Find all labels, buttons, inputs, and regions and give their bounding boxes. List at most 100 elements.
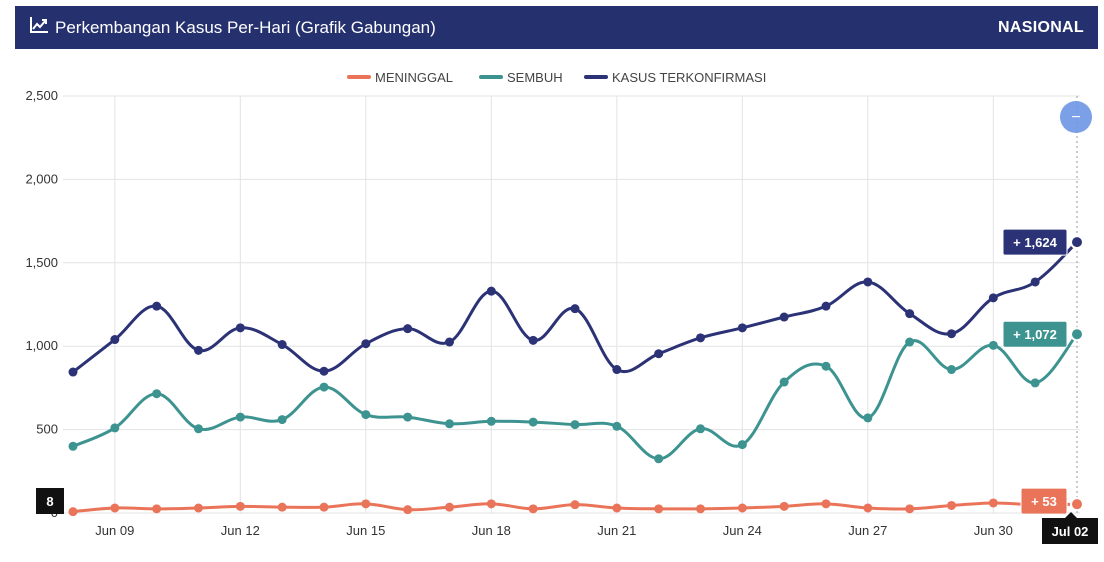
x-crosshair-label: Jul 02	[1042, 512, 1098, 544]
data-point[interactable]	[277, 415, 287, 425]
data-point[interactable]	[1030, 277, 1040, 287]
x-crosshair-text: Jul 02	[1052, 524, 1089, 539]
data-point[interactable]	[235, 501, 245, 511]
data-point[interactable]	[486, 416, 496, 426]
data-point[interactable]	[1070, 235, 1084, 250]
data-point[interactable]	[445, 337, 454, 347]
data-point[interactable]	[68, 441, 78, 451]
data-point[interactable]	[361, 499, 371, 509]
tooltip-text: + 1,624	[1013, 235, 1058, 250]
data-point[interactable]	[445, 419, 454, 429]
x-tick-label: Jun 18	[472, 523, 511, 538]
data-point[interactable]	[821, 361, 831, 371]
scope-label[interactable]: NASIONAL	[998, 18, 1084, 36]
data-point[interactable]	[194, 424, 203, 434]
data-point[interactable]	[737, 323, 747, 333]
data-point[interactable]	[570, 304, 580, 314]
data-point[interactable]	[863, 503, 873, 513]
data-point[interactable]	[612, 365, 622, 375]
chart-header: Perkembangan Kasus Per-Hari (Grafik Gabu…	[15, 6, 1098, 49]
data-point[interactable]	[110, 423, 120, 433]
data-point[interactable]	[654, 454, 664, 464]
data-point[interactable]	[1070, 327, 1084, 342]
data-point[interactable]	[319, 502, 329, 512]
y-crosshair-label: 8	[36, 488, 64, 514]
zoom-out-button[interactable]: −	[1060, 101, 1092, 133]
legend-item-terkonfirmasi[interactable]: KASUS TERKONFIRMASI	[584, 70, 766, 85]
data-point[interactable]	[194, 503, 203, 513]
data-point[interactable]	[737, 440, 747, 450]
legend-item-meninggal[interactable]: MENINGGAL	[347, 70, 453, 85]
data-point[interactable]	[905, 337, 915, 347]
legend-item-sembuh[interactable]: SEMBUH	[479, 70, 563, 85]
data-point[interactable]	[1030, 378, 1040, 388]
data-point[interactable]	[947, 329, 956, 339]
y-tick-label: 2,500	[25, 88, 58, 103]
data-point[interactable]	[110, 503, 120, 513]
data-point[interactable]	[152, 301, 162, 311]
data-point[interactable]	[654, 504, 664, 514]
data-point[interactable]	[361, 339, 371, 349]
series-terkonfirmasi	[68, 235, 1084, 377]
data-point[interactable]	[445, 502, 454, 512]
data-point[interactable]	[528, 335, 538, 345]
x-tick-label: Jun 24	[723, 523, 762, 538]
data-point[interactable]	[152, 504, 162, 514]
data-point[interactable]	[152, 389, 162, 399]
data-point[interactable]	[863, 413, 873, 423]
y-tick-label: 2,000	[25, 171, 58, 186]
data-point[interactable]	[194, 345, 203, 355]
minus-icon[interactable]: −	[1071, 109, 1080, 126]
y-tick-label: 1,000	[25, 338, 58, 353]
data-point[interactable]	[779, 377, 789, 387]
series-sembuh	[68, 327, 1084, 464]
data-point[interactable]	[68, 507, 78, 517]
title-group: Perkembangan Kasus Per-Hari (Grafik Gabu…	[29, 16, 436, 39]
data-point[interactable]	[988, 498, 998, 508]
data-point[interactable]	[988, 340, 998, 350]
data-point[interactable]	[696, 424, 705, 434]
data-point[interactable]	[696, 504, 705, 514]
data-point[interactable]	[696, 333, 705, 343]
data-point[interactable]	[319, 382, 329, 392]
data-point[interactable]	[486, 286, 496, 296]
data-point[interactable]	[319, 366, 329, 376]
data-point[interactable]	[1070, 497, 1084, 512]
data-point[interactable]	[528, 504, 538, 514]
zoom-out-circle[interactable]	[1060, 101, 1092, 133]
data-point[interactable]	[905, 309, 915, 319]
data-point[interactable]	[277, 502, 287, 512]
data-point[interactable]	[905, 504, 915, 514]
data-point[interactable]	[654, 349, 664, 359]
data-point[interactable]	[612, 421, 622, 431]
data-point[interactable]	[68, 367, 78, 377]
legend-label: SEMBUH	[507, 70, 563, 85]
data-point[interactable]	[528, 417, 538, 427]
data-point[interactable]	[988, 293, 998, 303]
data-point[interactable]	[779, 312, 789, 322]
data-point[interactable]	[403, 412, 413, 422]
data-point[interactable]	[570, 500, 580, 510]
data-point[interactable]	[235, 412, 245, 422]
tooltip-text: + 1,072	[1013, 327, 1057, 342]
data-point[interactable]	[570, 420, 580, 430]
data-point[interactable]	[403, 324, 413, 334]
data-point[interactable]	[863, 277, 873, 287]
data-point[interactable]	[821, 301, 831, 311]
tooltip-box	[1002, 228, 1068, 256]
data-point[interactable]	[779, 501, 789, 511]
data-point[interactable]	[277, 340, 287, 350]
series-meninggal	[68, 497, 1084, 517]
data-point[interactable]	[235, 323, 245, 333]
x-tick-label: Jun 12	[221, 523, 260, 538]
data-point[interactable]	[947, 500, 956, 510]
data-point[interactable]	[403, 505, 413, 515]
data-point[interactable]	[110, 335, 120, 345]
data-point[interactable]	[947, 365, 956, 375]
data-point[interactable]	[821, 499, 831, 509]
data-point[interactable]	[612, 503, 622, 513]
data-point[interactable]	[737, 503, 747, 513]
data-point[interactable]	[361, 410, 371, 420]
data-point[interactable]	[486, 499, 496, 509]
